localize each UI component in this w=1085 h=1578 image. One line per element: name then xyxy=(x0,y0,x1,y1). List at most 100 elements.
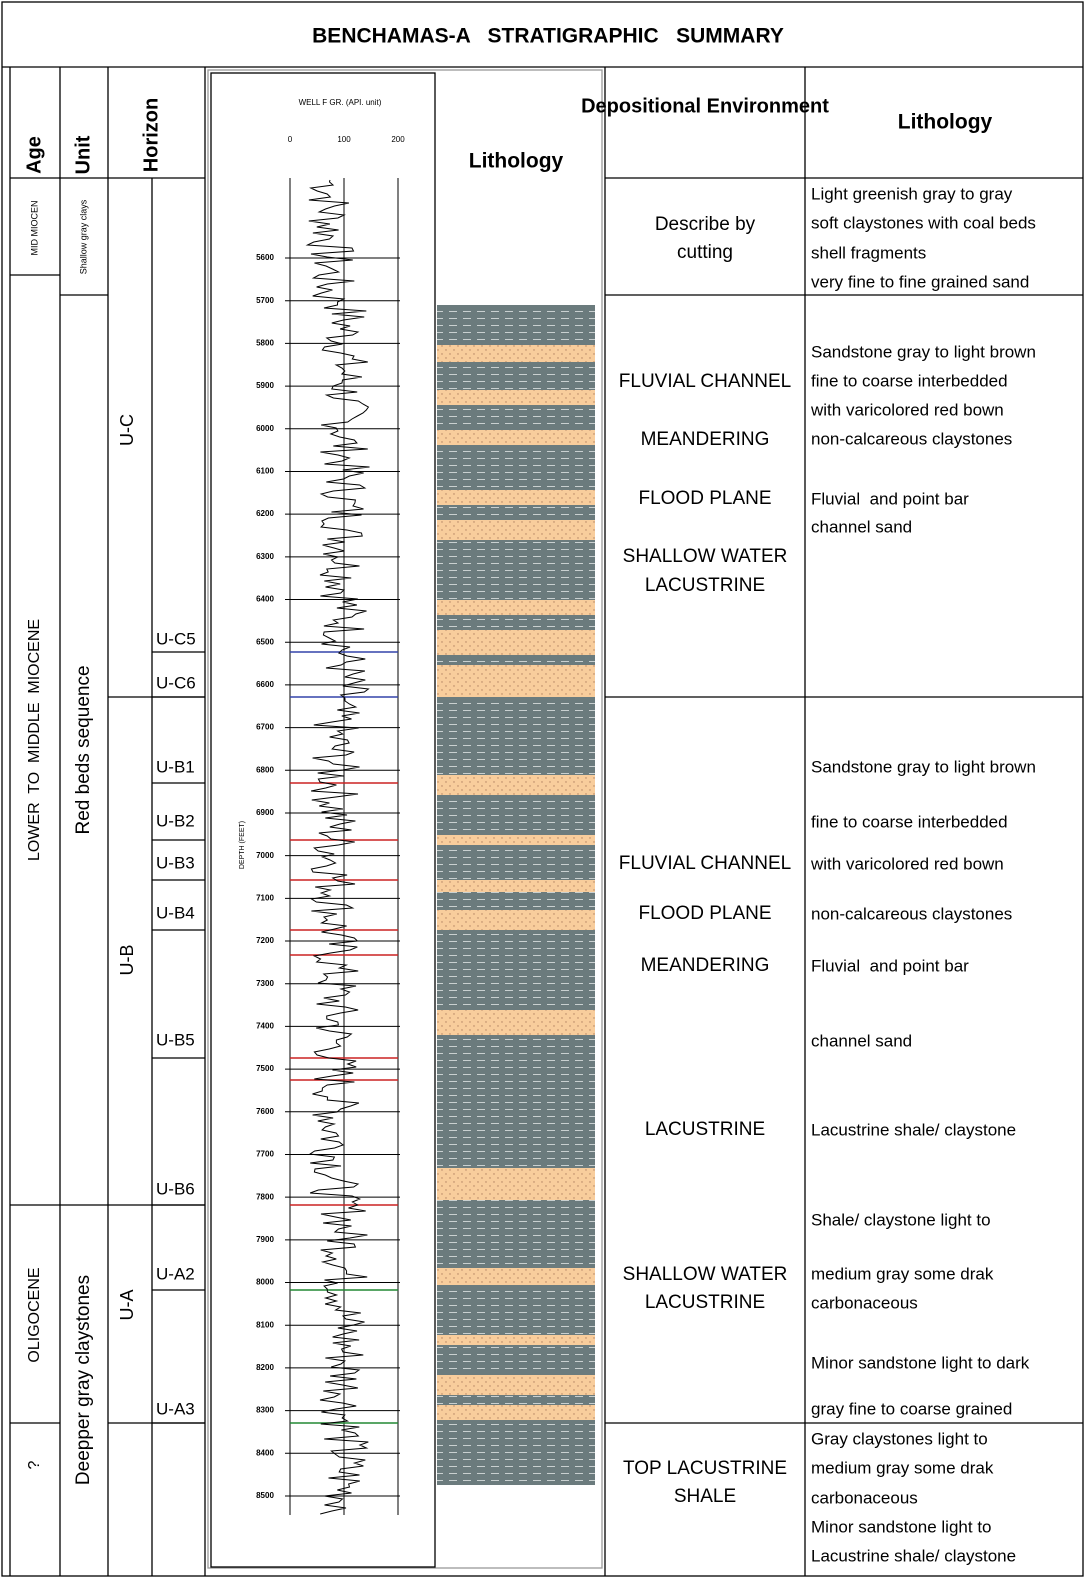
environment-text: FLOOD PLANE xyxy=(638,903,771,924)
depth-label: 6100 xyxy=(256,467,274,476)
depth-label: 7800 xyxy=(256,1192,274,1201)
environment-text: FLOOD PLANE xyxy=(638,488,771,509)
sand-band xyxy=(437,1010,595,1035)
header-age: Age xyxy=(23,136,45,174)
sand-band xyxy=(437,775,595,795)
depth-label: 6700 xyxy=(256,723,274,732)
sub-horizon-label: U-B5 xyxy=(156,1030,195,1049)
lithology-text: channel sand xyxy=(811,517,912,536)
sand-band xyxy=(437,1375,595,1395)
sand-band xyxy=(437,1405,595,1420)
depth-label: 8000 xyxy=(256,1278,274,1287)
lithology-text: Fluvial and point bar xyxy=(811,956,969,975)
log-tick-label: 100 xyxy=(337,135,351,144)
environment-text: SHALLOW WATER xyxy=(623,1264,788,1285)
log-tick-label: 0 xyxy=(288,135,293,144)
sub-horizon-label: U-B1 xyxy=(156,757,195,776)
depth-label: 7900 xyxy=(256,1235,274,1244)
sub-horizon-label: U-B4 xyxy=(156,903,195,922)
lithology-text: non-calcareous claystones xyxy=(811,904,1012,923)
horizon-label: U-C xyxy=(117,414,137,446)
horizon-label: U-A xyxy=(117,1290,137,1321)
depth-label: 8500 xyxy=(256,1491,274,1500)
title: BENCHAMAS-A STRATIGRAPHIC SUMMARY xyxy=(312,25,784,48)
header-environment: Depositional Environment xyxy=(581,95,829,117)
gr-curve xyxy=(308,180,370,1514)
lithology-text: Fluvial and point bar xyxy=(811,489,969,508)
depth-label: 6800 xyxy=(256,765,274,774)
lithology-text: Light greenish gray to gray xyxy=(811,184,1013,203)
horizon-label: U-B xyxy=(117,945,137,976)
log-tick-label: 200 xyxy=(391,135,405,144)
age-label: ? xyxy=(26,1460,43,1469)
lithology-text: shell fragments xyxy=(811,243,926,262)
sand-band xyxy=(437,1268,595,1285)
environment-text: FLUVIAL CHANNEL xyxy=(619,853,791,874)
sub-horizon-label: U-B3 xyxy=(156,853,195,872)
age-label: MID MIOCEN xyxy=(29,201,39,256)
environment-text: TOP LACUSTRINE xyxy=(623,1458,787,1479)
depth-label: 5700 xyxy=(256,296,274,305)
sand-band xyxy=(437,665,595,697)
lithology-text: channel sand xyxy=(811,1031,912,1050)
lithology-text: very fine to fine grained sand xyxy=(811,272,1029,291)
lithology-text: non-calcareous claystones xyxy=(811,429,1012,448)
depth-label: 7500 xyxy=(256,1064,274,1073)
depth-label: 8400 xyxy=(256,1448,274,1457)
sand-band xyxy=(437,630,595,655)
sub-horizon-label: U-C5 xyxy=(156,629,196,648)
unit-label: Deepper gray claystones xyxy=(73,1275,94,1485)
depth-label: 8300 xyxy=(256,1406,274,1415)
sand-band xyxy=(437,1335,595,1345)
sand-band xyxy=(437,600,595,615)
environment-text: SHALLOW WATER xyxy=(623,546,788,567)
depth-label: 7000 xyxy=(256,851,274,860)
environment-text: SHALE xyxy=(674,1486,736,1507)
sub-horizon-label: U-A2 xyxy=(156,1264,195,1283)
depth-label: 7300 xyxy=(256,979,274,988)
environment-text: MEANDERING xyxy=(641,429,770,450)
lithology-text: soft claystones with coal beds xyxy=(811,213,1036,232)
environment-text: LACUSTRINE xyxy=(645,1292,765,1313)
header-unit: Unit xyxy=(72,135,94,174)
sand-band xyxy=(437,880,595,892)
depth-label: 7600 xyxy=(256,1107,274,1116)
environment-text: Describe by xyxy=(655,214,756,235)
lithology-text: Sandstone gray to light brown xyxy=(811,757,1036,776)
depth-label: 7400 xyxy=(256,1022,274,1031)
depth-label: 6200 xyxy=(256,509,274,518)
environment-text: MEANDERING xyxy=(641,955,770,976)
depth-label: 7700 xyxy=(256,1150,274,1159)
depth-label: 5600 xyxy=(256,253,274,262)
sand-band xyxy=(437,490,595,505)
header-lithology-column: Lithology xyxy=(469,150,564,173)
lithology-text: carbonaceous xyxy=(811,1488,918,1507)
sub-horizon-label: U-A3 xyxy=(156,1399,195,1418)
header-horizon: Horizon xyxy=(140,98,162,172)
environment-text: cutting xyxy=(677,242,733,263)
lithology-text: Lacustrine shale/ claystone xyxy=(811,1120,1016,1139)
sand-band xyxy=(437,390,595,405)
lithology-text: Shale/ claystone light to xyxy=(811,1210,991,1229)
lithology-text: fine to coarse interbedded xyxy=(811,371,1008,390)
unit-label: Shallow gray clays xyxy=(78,199,88,274)
sand-band xyxy=(437,1168,595,1200)
depth-axis-label: DEPTH (FEET) xyxy=(239,821,246,869)
sand-band xyxy=(437,430,595,445)
lithology-text: gray fine to coarse grained xyxy=(811,1399,1012,1418)
lithology-text: Sandstone gray to light brown xyxy=(811,342,1036,361)
sand-band xyxy=(437,520,595,540)
lithology-text: Gray claystones light to xyxy=(811,1429,988,1448)
sub-horizon-label: U-C6 xyxy=(156,673,196,692)
strat-summary: BENCHAMAS-A STRATIGRAPHIC SUMMARY Age Unit… xyxy=(0,0,1085,1578)
sand-band xyxy=(437,835,595,845)
depth-label: 6300 xyxy=(256,552,274,561)
depth-label: 6400 xyxy=(256,595,274,604)
sub-horizon-label: U-B2 xyxy=(156,811,195,830)
lithology-text: with varicolored red bown xyxy=(810,854,1004,873)
environment-text: LACUSTRINE xyxy=(645,1119,765,1140)
age-label: OLIGOCENE xyxy=(26,1267,43,1362)
lithology-text: carbonaceous xyxy=(811,1293,918,1312)
lithology-text: medium gray some drak xyxy=(811,1264,994,1283)
lithology-text: fine to coarse interbedded xyxy=(811,812,1008,831)
